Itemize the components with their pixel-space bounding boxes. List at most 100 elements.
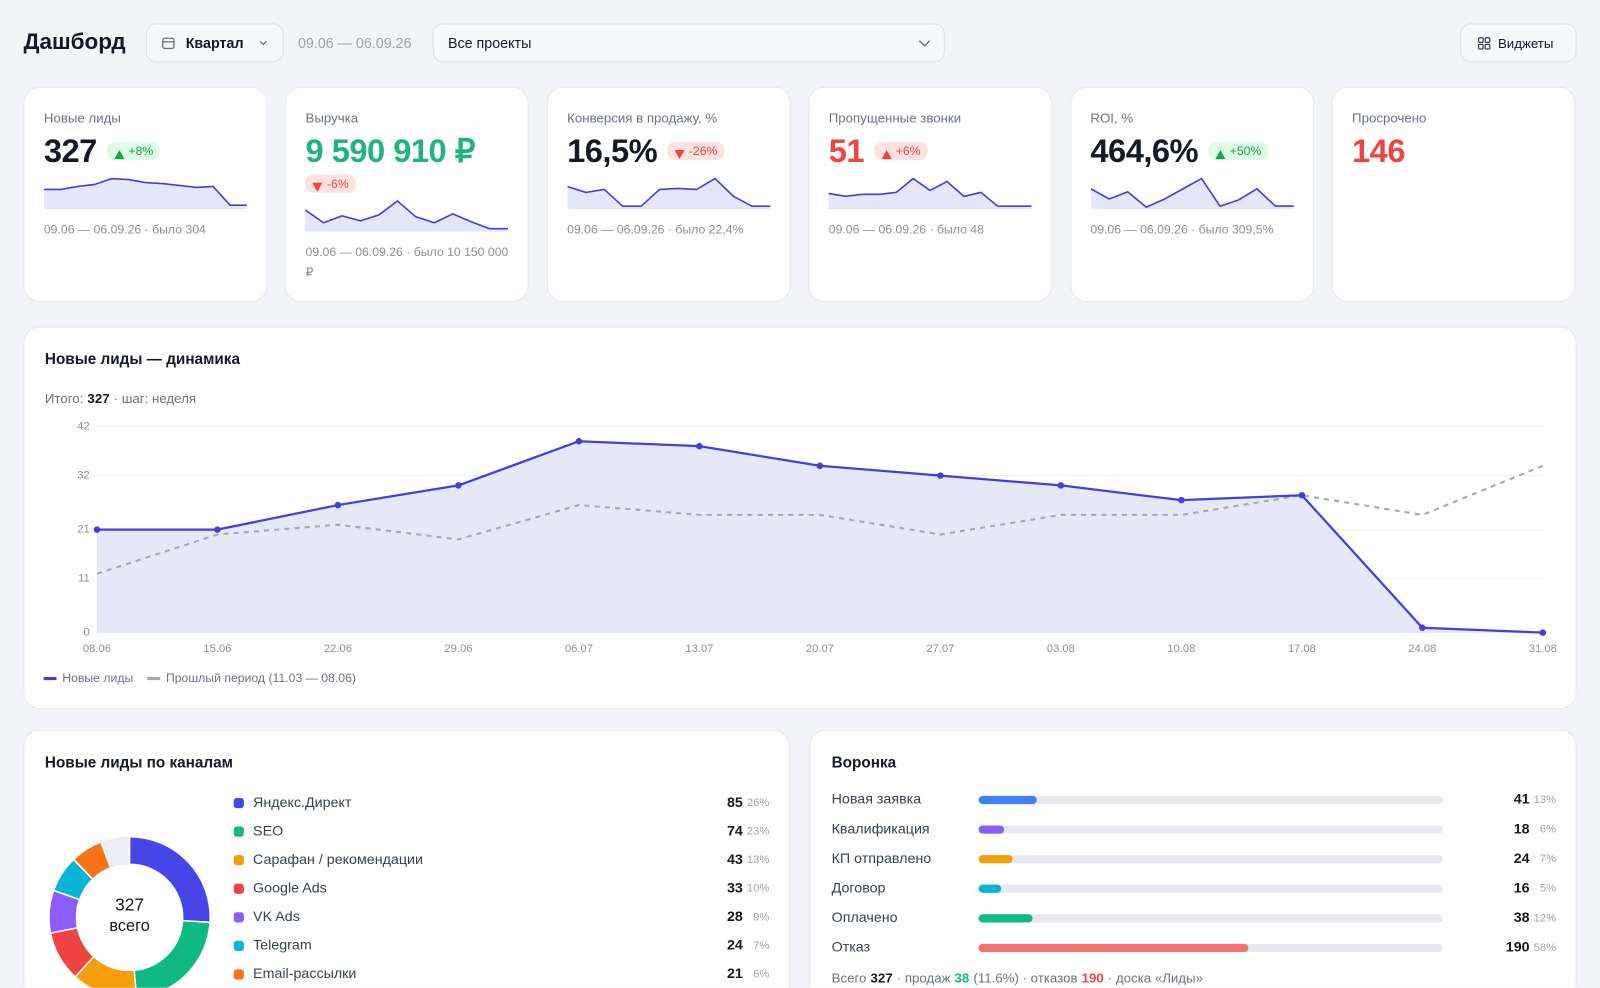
point bbox=[1057, 482, 1065, 489]
trend-icon bbox=[881, 149, 892, 159]
legend-value: 74 bbox=[727, 823, 743, 839]
sparkline bbox=[1090, 177, 1294, 210]
area bbox=[96, 441, 1543, 633]
bar-track bbox=[978, 884, 1443, 893]
kpi-value: 16,5% bbox=[567, 132, 658, 170]
stage-share: 5% bbox=[1540, 883, 1556, 895]
legend-label: Новые лиды bbox=[62, 671, 133, 685]
kpi-value: 51 bbox=[828, 132, 865, 170]
footer-sales: 38 bbox=[954, 970, 970, 986]
calendar-icon bbox=[162, 37, 175, 50]
sparkline-line bbox=[1090, 177, 1294, 209]
sparkline-area bbox=[828, 178, 1032, 210]
bar bbox=[978, 914, 1033, 923]
kpi-value-row: 51 +6% bbox=[829, 132, 1032, 171]
legend-swatch bbox=[233, 797, 244, 809]
kpi-note: 09.06 — 06.09.26 · было 10 150 000 ₽ bbox=[305, 244, 509, 280]
y-tick-label: 0 bbox=[84, 627, 90, 639]
kpi-card: Новые лиды 327 +8% 09.06 — 06.09.26 · было … bbox=[23, 86, 268, 303]
funnel-footer: Всего 327 · продаж 38 (11.6%) · отказов … bbox=[832, 970, 1203, 985]
sparkline-line bbox=[305, 199, 509, 230]
kpi-value-row: 146 bbox=[1352, 132, 1555, 171]
kpi-note: 09.06 — 06.09.26 · было 304 bbox=[43, 222, 206, 237]
trend-icon bbox=[312, 182, 323, 192]
stage-share: 13% bbox=[1534, 794, 1556, 806]
legend-share: 23% bbox=[747, 826, 769, 838]
kpi-value: 327 bbox=[43, 132, 97, 170]
x-tick-label: 13.07 bbox=[685, 643, 713, 655]
stage-value: 24 bbox=[1514, 851, 1530, 867]
kpi-change: -26% bbox=[688, 143, 718, 159]
x-tick-label: 06.07 bbox=[565, 643, 593, 655]
legend-label: Telegram bbox=[253, 938, 312, 954]
y-tick-label: 32 bbox=[77, 470, 89, 482]
kpi-value: 464,6% bbox=[1090, 132, 1199, 170]
stage-share: 58% bbox=[1534, 942, 1556, 954]
widgets-label: Виджеты bbox=[1497, 35, 1554, 51]
legend-label: Google Ads bbox=[253, 881, 327, 897]
triangle bbox=[114, 149, 125, 159]
legend-value: 24 bbox=[727, 938, 743, 954]
page-title: Дашборд bbox=[23, 28, 126, 55]
x-tick-label: 20.07 bbox=[806, 643, 834, 655]
point bbox=[937, 472, 944, 479]
kpi-badge: +8% bbox=[107, 141, 161, 161]
kpi-label: Пропущенные звонки bbox=[828, 110, 962, 126]
line-chart: Новые лиды — динамика 0 11 21 32 42 08.06 15.0… bbox=[43, 351, 1557, 685]
kpi-note: 09.06 — 06.09.26 · было 22,4% bbox=[567, 222, 744, 237]
x-tick-label: 15.06 bbox=[203, 643, 231, 655]
widgets-button[interactable]: Виджеты bbox=[1460, 23, 1577, 63]
project-select[interactable]: Все проекты bbox=[432, 23, 945, 63]
sparkline-area bbox=[305, 201, 509, 232]
grid-icon bbox=[1477, 36, 1491, 50]
legend-value: 33 bbox=[727, 881, 743, 897]
funnel-card: Воронка Новая заявка 41 13% Квалификация 18 6… bbox=[809, 729, 1577, 988]
kpi-value-row: 327 +8% bbox=[44, 132, 247, 171]
stage-label: КП отправлено bbox=[832, 851, 932, 867]
bar bbox=[978, 884, 1002, 893]
kpi-badge: -26% bbox=[667, 141, 725, 161]
x-tick-label: 22.06 bbox=[324, 643, 352, 655]
x-tick-label: 10.08 bbox=[1167, 643, 1195, 655]
kpi-label: Новые лиды bbox=[43, 110, 121, 126]
footer-text: (11.6%) · отказов bbox=[973, 970, 1078, 986]
stage-share: 12% bbox=[1534, 912, 1556, 924]
donut-total-label: всего bbox=[109, 917, 149, 935]
footer-text: · доска «Лиды» bbox=[1107, 970, 1203, 986]
period-select[interactable]: Квартал bbox=[145, 23, 284, 63]
legend-swatch bbox=[233, 912, 244, 923]
y-tick-label: 21 bbox=[77, 524, 89, 536]
sparkline bbox=[305, 199, 509, 232]
stage-value: 16 bbox=[1514, 881, 1530, 897]
kpi-change: +6% bbox=[895, 143, 921, 159]
point bbox=[1419, 624, 1426, 632]
kpi-change: +8% bbox=[128, 143, 154, 159]
kpi-badge: -6% bbox=[305, 174, 356, 193]
x-tick-label: 31.08 bbox=[1529, 643, 1557, 655]
kpi-value-row: 464,6% +50% bbox=[1090, 132, 1293, 171]
footer-rejections: 190 bbox=[1081, 970, 1104, 986]
footer-total: 327 bbox=[870, 970, 893, 986]
funnel-chart: Воронка Новая заявка 41 13% Квалификация 18 6… bbox=[832, 754, 1557, 955]
kpi-value-row: 16,5% -26% bbox=[567, 132, 770, 171]
bar-track bbox=[978, 795, 1443, 805]
subtitle-label: Итого: bbox=[44, 390, 84, 407]
bar bbox=[978, 825, 1005, 834]
stage-label: Оплачено bbox=[832, 910, 898, 926]
subtitle-total: 327 bbox=[87, 390, 110, 407]
point bbox=[696, 442, 703, 450]
stage-label: Новая заявка bbox=[832, 792, 922, 808]
legend-value: 85 bbox=[727, 795, 743, 811]
chart-title: Новые лиды — динамика bbox=[45, 351, 241, 368]
point bbox=[575, 437, 583, 445]
point bbox=[1539, 629, 1547, 636]
triangle bbox=[1215, 149, 1226, 159]
legend-swatch bbox=[233, 883, 244, 894]
sparkline bbox=[43, 177, 247, 210]
legend-share: 9% bbox=[753, 911, 769, 923]
sparkline-area bbox=[43, 178, 247, 210]
legend-swatch bbox=[233, 855, 244, 866]
kpi-value: 146 bbox=[1352, 132, 1405, 170]
